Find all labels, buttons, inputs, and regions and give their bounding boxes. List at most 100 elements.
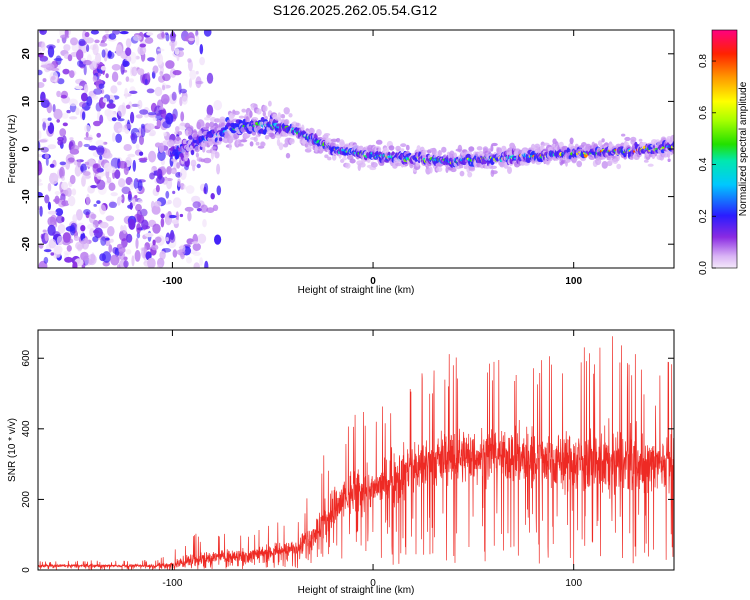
spectrogram-noise-blob xyxy=(99,114,104,124)
spectrogram-marks xyxy=(38,30,674,268)
spectrogram-noise-blob xyxy=(165,112,174,125)
spectrogram-noise-blob xyxy=(62,232,71,243)
spectrogram-halo-blob xyxy=(459,170,465,177)
spectrogram-halo-blob xyxy=(476,146,483,151)
spectrogram-noise-blob xyxy=(38,243,44,249)
spectrogram-noise-blob xyxy=(121,186,131,195)
spectrogram-noise-blob xyxy=(101,49,106,58)
spectrogram-halo-blob xyxy=(597,140,603,147)
spectrogram-noise-blob xyxy=(158,142,164,153)
spectrogram-noise-blob xyxy=(200,204,208,213)
spectrogram-noise-blob xyxy=(94,39,100,44)
spectrogram-noise-blob xyxy=(141,219,149,230)
spectrogram-noise-blob xyxy=(93,88,103,95)
spectrogram-halo-blob xyxy=(249,141,254,147)
spectrogram-noise-blob xyxy=(38,69,43,76)
spectrogram-noise-blob xyxy=(192,251,201,256)
spectrogram-noise-blob xyxy=(160,217,165,228)
spectrogram-halo-blob xyxy=(291,121,298,128)
spectrogram-halo-blob xyxy=(345,162,351,169)
spectrogram-noise-blob xyxy=(165,149,172,156)
spectrogram-halo-blob xyxy=(202,146,206,153)
spectrogram-noise-blob xyxy=(156,264,163,268)
spectrogram-halo-blob xyxy=(182,139,188,145)
spectrogram-noise-blob xyxy=(97,171,106,177)
spectrogram-noise-blob xyxy=(120,225,124,232)
snr-ytick-label: 200 xyxy=(21,491,32,508)
spectrogram-noise-blob xyxy=(165,60,175,69)
spectrogram-noise-blob xyxy=(118,160,128,169)
spectrogram-noise-blob xyxy=(138,157,148,162)
spectrogram-noise-blob xyxy=(85,131,89,138)
spectrogram-halo-blob xyxy=(647,163,654,167)
spectrogram-noise-blob xyxy=(53,58,63,61)
spectrogram-noise-blob xyxy=(104,30,110,34)
spectrogram-noise-blob xyxy=(85,37,94,44)
spectrogram-noise-blob xyxy=(181,95,188,105)
spectrogram-noise-blob xyxy=(131,255,135,267)
colorbar-frame xyxy=(711,29,738,269)
spectrogram-noise-blob xyxy=(93,203,97,207)
spectrogram-halo-blob xyxy=(240,139,248,143)
spectrogram-halo-blob xyxy=(576,160,583,168)
spectrogram-noise-blob xyxy=(72,261,78,268)
spectrogram-noise-blob xyxy=(216,163,221,175)
spectrogram-noise-blob xyxy=(172,197,182,208)
spectrogram-halo-blob xyxy=(175,126,180,133)
snr-series-line xyxy=(38,336,674,570)
spectrogram-halo-blob xyxy=(205,122,211,129)
spectrogram-halo-blob xyxy=(400,143,407,148)
spectrogram-halo-blob xyxy=(308,127,315,135)
spectrogram-halo-blob xyxy=(186,125,194,132)
spectrogram-noise-blob xyxy=(171,219,179,225)
spectrogram-noise-blob xyxy=(174,48,180,55)
spectrogram-ylabel: Frequency (Hz) xyxy=(7,115,18,184)
spectrogram-ytick-label: 20 xyxy=(21,48,32,60)
spectrogram-halo-blob xyxy=(395,162,402,167)
spectrogram-halo-blob xyxy=(214,151,220,159)
snr-xtick-label: 0 xyxy=(370,578,376,589)
spectrogram-noise-blob xyxy=(152,239,156,246)
spectrogram-noise-blob xyxy=(122,224,127,234)
spectrogram-halo-blob xyxy=(436,166,443,172)
spectrogram-band-blob xyxy=(218,137,223,142)
spectrogram-halo-blob xyxy=(621,133,626,137)
spectrogram-halo-blob xyxy=(661,153,669,158)
spectrogram-noise-blob xyxy=(75,107,80,116)
colorbar: 0.0 0.2 0.4 0.6 0.8 Normalized spectral ampl… xyxy=(698,29,749,275)
spectrogram-halo-blob xyxy=(317,136,323,140)
spectrogram-halo-blob xyxy=(416,145,421,153)
spectrogram-halo-blob xyxy=(491,142,498,147)
spectrogram-noise-blob xyxy=(55,208,64,217)
spectrogram-halo-blob xyxy=(190,159,197,167)
spectrogram-noise-blob xyxy=(206,72,214,84)
spectrogram-halo-blob xyxy=(180,122,186,127)
spectrogram-noise-blob xyxy=(210,193,215,200)
spectrogram-noise-blob xyxy=(41,118,48,123)
spectrogram-halo-blob xyxy=(214,118,221,123)
spectrogram-halo-blob xyxy=(283,107,290,115)
spectrogram-noise-blob xyxy=(172,249,178,258)
spectrogram-noise-blob xyxy=(146,32,154,36)
spectrogram-halo-blob xyxy=(371,162,378,168)
spectrogram-noise-blob xyxy=(165,190,170,199)
spectrogram-noise-blob xyxy=(206,207,215,214)
spectrogram-noise-blob xyxy=(171,91,177,101)
spectrogram-xtick-label: 0 xyxy=(370,276,376,287)
spectrogram-halo-blob xyxy=(171,169,177,175)
spectrogram-noise-blob xyxy=(69,238,74,244)
spectrogram-noise-blob xyxy=(152,65,159,74)
spectrogram-noise-blob xyxy=(188,37,195,42)
spectrogram-halo-blob xyxy=(638,138,643,142)
figure-title: S126.2025.262.05.54.G12 xyxy=(272,2,438,18)
spectrogram-halo-blob xyxy=(278,142,284,151)
spectrogram-noise-blob xyxy=(199,56,206,66)
spectrogram-noise-blob xyxy=(140,72,146,84)
spectrogram-halo-blob xyxy=(208,141,213,146)
spectrogram-noise-blob xyxy=(64,256,73,263)
spectrogram-noise-blob xyxy=(50,252,55,256)
spectrogram-noise-blob xyxy=(214,234,222,245)
spectrogram-noise-blob xyxy=(159,71,164,76)
spectrogram-noise-blob xyxy=(38,163,43,175)
spectrogram-noise-blob xyxy=(136,223,142,234)
